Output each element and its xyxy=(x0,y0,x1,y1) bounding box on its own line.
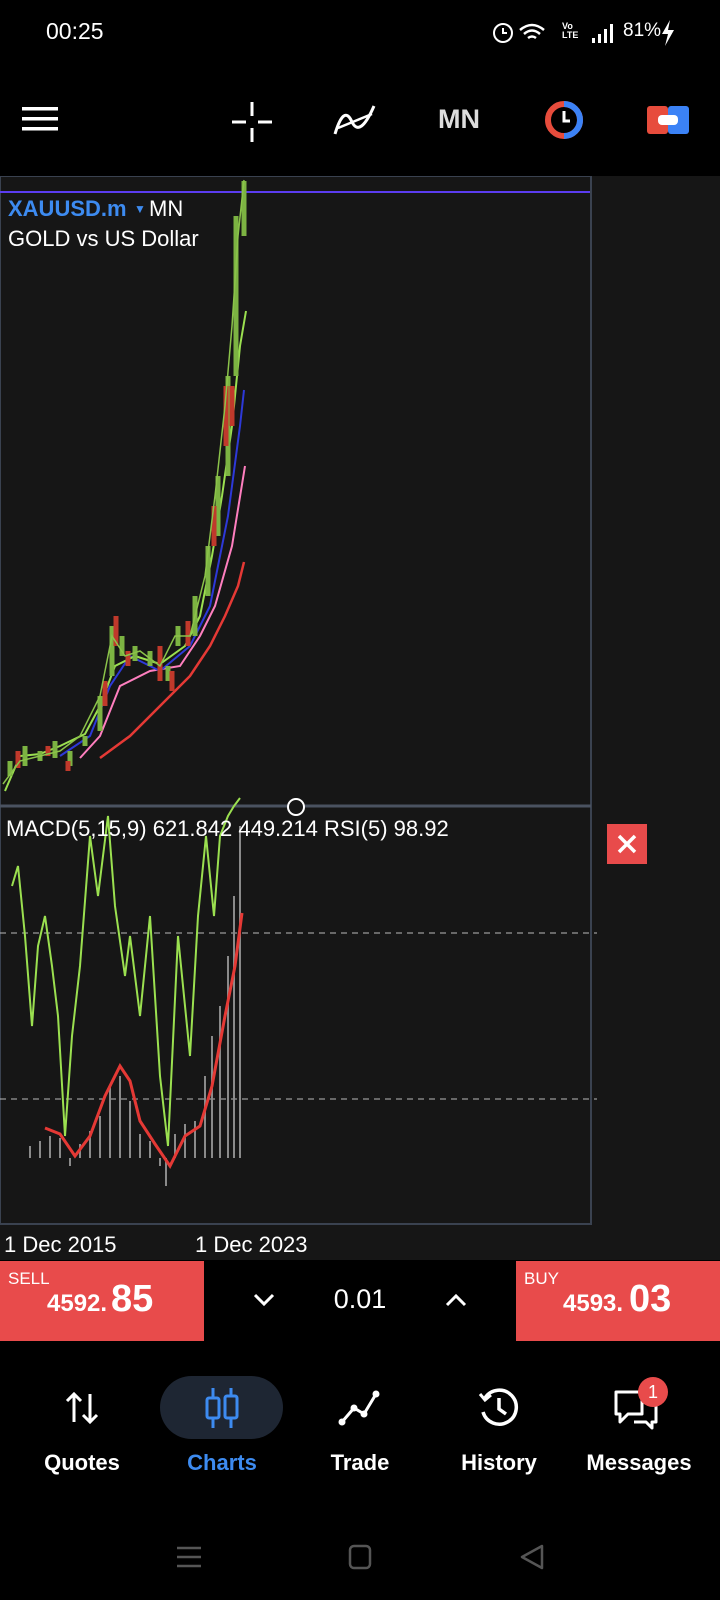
volume-down[interactable] xyxy=(252,1290,276,1310)
sell-price-big: 85 xyxy=(111,1278,154,1320)
symbol-name[interactable]: XAUUSD.m xyxy=(8,196,127,221)
volume-value[interactable]: 0.01 xyxy=(333,1284,387,1314)
volume-panel xyxy=(204,1261,516,1341)
sell-button[interactable] xyxy=(0,1261,204,1341)
messages-badge: 1 xyxy=(638,1377,668,1407)
chart-canvas xyxy=(0,176,597,1225)
sell-price-main: 4592. xyxy=(47,1290,108,1317)
x-axis-label: 1 Dec 2015 xyxy=(4,1232,117,1257)
volume-up[interactable] xyxy=(444,1290,468,1310)
chart-type-button[interactable] xyxy=(542,100,586,140)
battery-level: 81% xyxy=(623,20,662,41)
symbol-timeframe: MN xyxy=(149,196,184,221)
nav-quotes[interactable]: Quotes xyxy=(44,1450,120,1475)
status-time: 00:25 xyxy=(46,18,104,44)
charts-icon[interactable] xyxy=(202,1386,242,1430)
history-icon[interactable] xyxy=(477,1386,521,1430)
status-icons xyxy=(493,23,545,43)
buy-label: BUY xyxy=(524,1269,559,1288)
symbol-description: GOLD vs US Dollar xyxy=(8,226,199,251)
indicator-label: MACD(5,15,9) 621.842 449.214 RSI(5) 98.9… xyxy=(6,816,449,841)
trade-button[interactable] xyxy=(646,104,690,136)
charging-icon xyxy=(662,20,674,46)
buy-price-main: 4593. xyxy=(563,1290,624,1317)
nav-messages[interactable]: Messages xyxy=(586,1450,692,1475)
active-tab-pill xyxy=(160,1376,283,1439)
buy-button[interactable] xyxy=(516,1261,720,1341)
sell-label: SELL xyxy=(8,1269,50,1288)
crosshair-button[interactable] xyxy=(230,100,274,144)
signal-icon xyxy=(592,24,613,43)
status-network: Vo LTE xyxy=(562,21,579,40)
buy-price-big: 03 xyxy=(629,1278,672,1320)
nav-charts[interactable]: Charts xyxy=(187,1450,257,1475)
system-nav xyxy=(177,1544,544,1570)
timeframe-button[interactable]: MN xyxy=(438,104,480,134)
menu-button[interactable] xyxy=(20,104,60,134)
close-indicator-button[interactable] xyxy=(607,824,647,864)
x-axis-label: 1 Dec 2023 xyxy=(195,1232,308,1257)
trade-icon[interactable] xyxy=(338,1388,382,1428)
nav-trade[interactable]: Trade xyxy=(330,1450,390,1475)
quotes-icon[interactable] xyxy=(64,1388,100,1428)
nav-history[interactable]: History xyxy=(461,1450,537,1475)
indicators-button[interactable] xyxy=(332,100,378,140)
symbol-dropdown-icon[interactable]: ▼ xyxy=(134,202,146,216)
